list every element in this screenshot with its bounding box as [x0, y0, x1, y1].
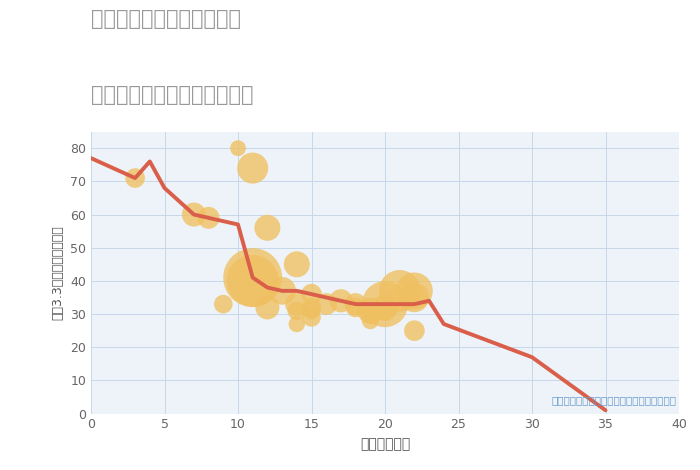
Point — [365, 310, 376, 318]
Point — [188, 211, 199, 218]
Point — [130, 174, 141, 182]
Point — [379, 300, 391, 308]
Point — [247, 164, 258, 172]
Point — [350, 300, 361, 308]
Point — [409, 287, 420, 295]
Point — [365, 307, 376, 314]
Point — [291, 260, 302, 268]
Point — [365, 317, 376, 324]
Text: 築年数別中古マンション価格: 築年数別中古マンション価格 — [91, 85, 253, 105]
Point — [247, 274, 258, 282]
Point — [291, 320, 302, 328]
Point — [218, 300, 229, 308]
Point — [379, 304, 391, 311]
Point — [335, 297, 346, 305]
Point — [379, 307, 391, 314]
Point — [291, 300, 302, 308]
Point — [409, 294, 420, 301]
Text: 円の大きさは、取引のあった物件面積を示す: 円の大きさは、取引のあった物件面積を示す — [551, 395, 676, 405]
Point — [306, 304, 317, 311]
Point — [262, 304, 273, 311]
X-axis label: 築年数（年）: 築年数（年） — [360, 437, 410, 451]
Point — [409, 327, 420, 335]
Point — [232, 144, 244, 152]
Point — [350, 304, 361, 311]
Point — [291, 307, 302, 314]
Point — [203, 214, 214, 222]
Point — [262, 224, 273, 232]
Point — [306, 307, 317, 314]
Y-axis label: 坪（3.3㎡）単価（万円）: 坪（3.3㎡）単価（万円） — [52, 225, 64, 320]
Point — [306, 313, 317, 321]
Text: 奈良県生駒郡斑鳩町阿波の: 奈良県生駒郡斑鳩町阿波の — [91, 9, 241, 30]
Point — [247, 277, 258, 285]
Point — [394, 287, 405, 295]
Point — [321, 300, 332, 308]
Point — [276, 287, 288, 295]
Point — [306, 290, 317, 298]
